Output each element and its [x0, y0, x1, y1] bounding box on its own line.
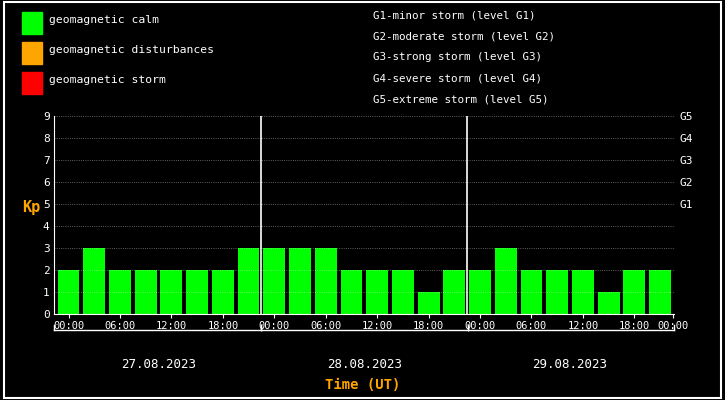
Bar — [212, 270, 233, 314]
Text: G1-minor storm (level G1): G1-minor storm (level G1) — [373, 10, 536, 20]
Bar — [341, 270, 362, 314]
Text: geomagnetic disturbances: geomagnetic disturbances — [49, 45, 215, 55]
Text: Time (UT): Time (UT) — [325, 378, 400, 392]
Bar — [83, 248, 105, 314]
Bar — [160, 270, 182, 314]
Bar — [597, 292, 620, 314]
Bar — [572, 270, 594, 314]
Bar — [109, 270, 131, 314]
Text: G4-severe storm (level G4): G4-severe storm (level G4) — [373, 74, 542, 84]
Text: 28.08.2023: 28.08.2023 — [327, 358, 402, 372]
Bar — [521, 270, 542, 314]
Bar — [495, 248, 517, 314]
Bar — [547, 270, 568, 314]
Bar — [135, 270, 157, 314]
Y-axis label: Kp: Kp — [22, 200, 41, 215]
Bar — [444, 270, 465, 314]
Text: 27.08.2023: 27.08.2023 — [121, 358, 196, 372]
Bar — [289, 248, 311, 314]
Text: geomagnetic storm: geomagnetic storm — [49, 75, 166, 85]
Text: G2-moderate storm (level G2): G2-moderate storm (level G2) — [373, 31, 555, 41]
Bar — [263, 248, 285, 314]
Text: geomagnetic calm: geomagnetic calm — [49, 15, 160, 25]
Bar — [469, 270, 491, 314]
Text: G5-extreme storm (level G5): G5-extreme storm (level G5) — [373, 95, 549, 105]
Bar — [315, 248, 336, 314]
Text: G3-strong storm (level G3): G3-strong storm (level G3) — [373, 52, 542, 62]
Bar — [57, 270, 80, 314]
Bar — [392, 270, 414, 314]
Bar — [186, 270, 208, 314]
Bar — [624, 270, 645, 314]
Bar — [366, 270, 388, 314]
Bar — [238, 248, 260, 314]
Text: 29.08.2023: 29.08.2023 — [533, 358, 608, 372]
Bar — [649, 270, 671, 314]
Bar — [418, 292, 439, 314]
